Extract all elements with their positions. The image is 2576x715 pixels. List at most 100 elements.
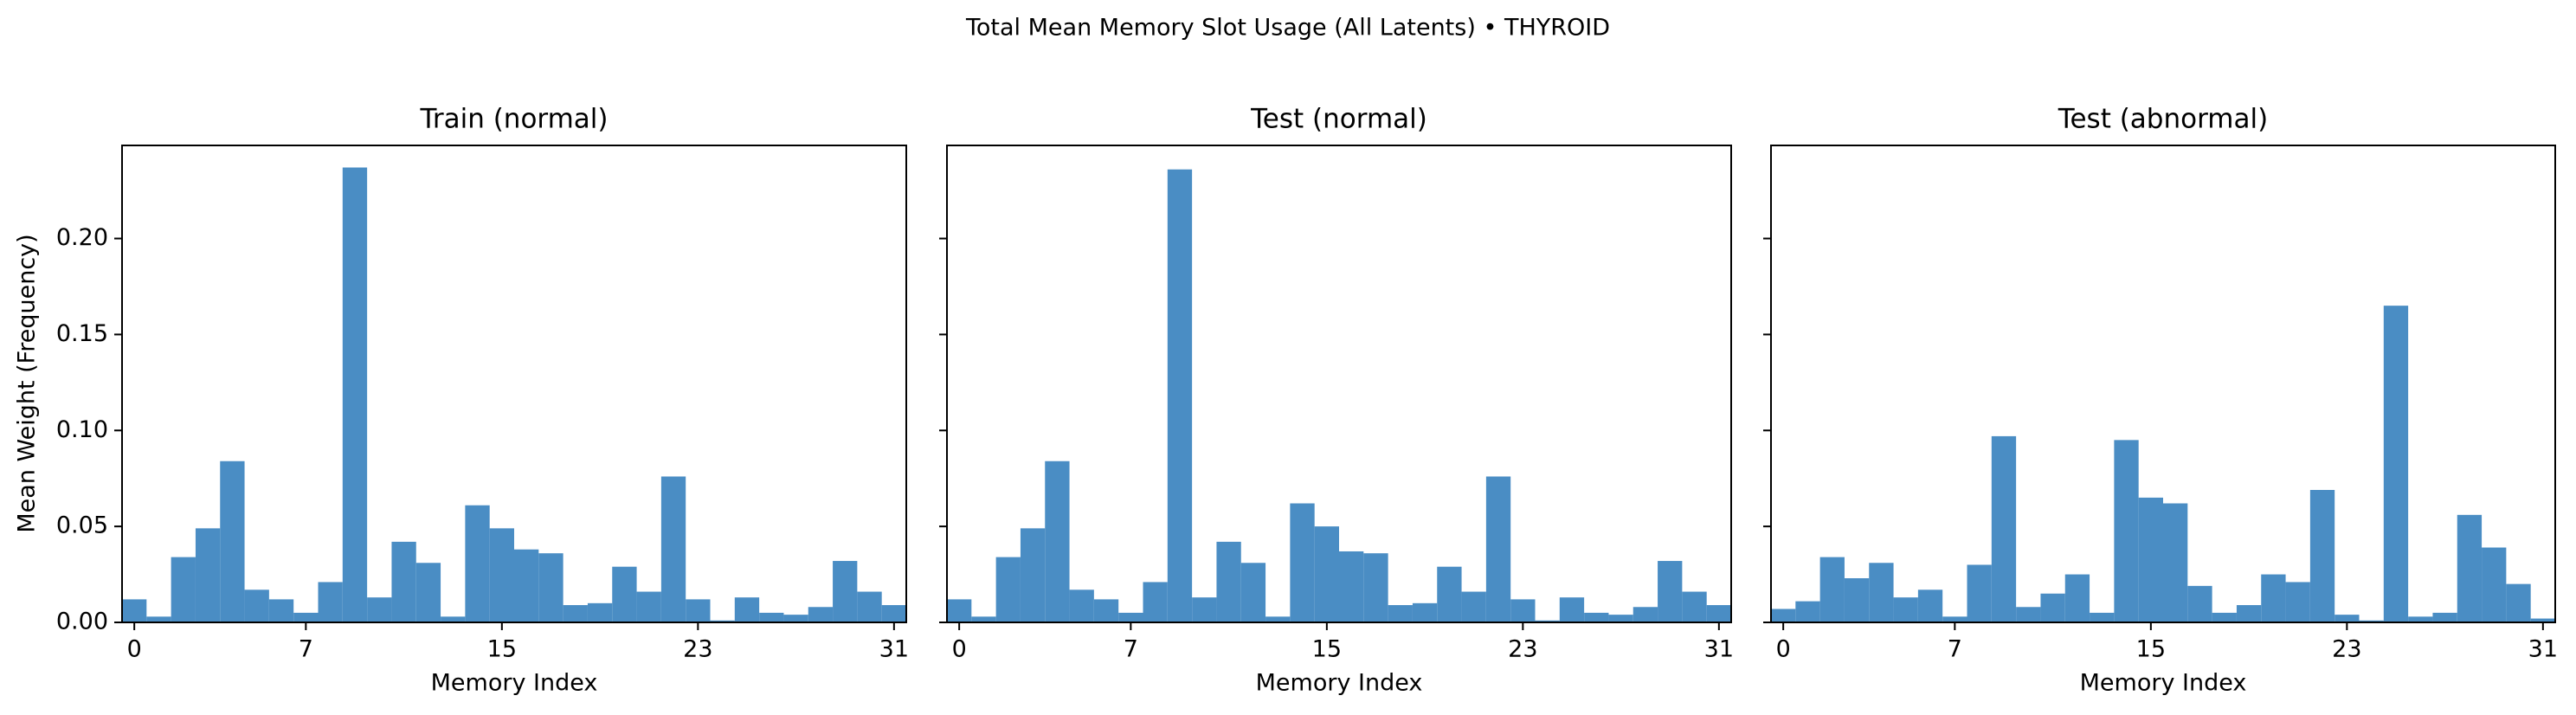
x-tick-label: 31 bbox=[2528, 636, 2558, 663]
bar bbox=[947, 599, 972, 622]
bar bbox=[686, 599, 711, 622]
bar bbox=[1967, 564, 1992, 622]
x-tick-label: 31 bbox=[1704, 636, 1734, 663]
bar bbox=[2359, 620, 2384, 622]
bar bbox=[2064, 574, 2090, 622]
bar bbox=[489, 528, 514, 622]
bar bbox=[2090, 612, 2115, 622]
bar bbox=[2163, 503, 2188, 622]
x-tick-label: 7 bbox=[299, 636, 313, 663]
bar bbox=[563, 605, 588, 622]
bar bbox=[1363, 553, 1388, 622]
bar bbox=[2285, 582, 2310, 622]
x-tick-label: 15 bbox=[2136, 636, 2166, 663]
bar bbox=[1020, 528, 1046, 622]
x-tick-label: 23 bbox=[2332, 636, 2361, 663]
bar bbox=[1893, 597, 1918, 622]
bar bbox=[1216, 541, 1241, 622]
chart-panel-train-normal: Train (normal) 0 7 15 23 31 0.00 0.05 0.10 0.15… bbox=[14, 104, 910, 697]
bar bbox=[1192, 597, 1217, 622]
bar bbox=[171, 557, 196, 622]
bar bbox=[1682, 591, 1707, 622]
bar bbox=[660, 476, 686, 622]
bar bbox=[995, 557, 1021, 622]
panel-title: Train (normal) bbox=[419, 104, 608, 135]
bar bbox=[2408, 616, 2433, 622]
y-tick-label: 0.00 bbox=[56, 609, 108, 635]
bar bbox=[783, 615, 808, 622]
bar bbox=[268, 599, 294, 622]
bar bbox=[1706, 605, 1731, 622]
bar bbox=[2212, 612, 2237, 622]
y-axis-ticks: 0.00 0.05 0.10 0.15 0.20 bbox=[56, 224, 122, 635]
bar bbox=[971, 616, 996, 622]
bar bbox=[1265, 616, 1291, 622]
bar bbox=[710, 620, 735, 622]
bar bbox=[636, 591, 661, 622]
bar bbox=[2383, 306, 2409, 622]
x-tick-label: 15 bbox=[487, 636, 517, 663]
bar bbox=[2261, 574, 2286, 622]
y-tick-label: 0.20 bbox=[56, 224, 108, 251]
bar bbox=[2138, 497, 2163, 622]
bar bbox=[734, 597, 760, 622]
bar bbox=[612, 566, 637, 622]
figure-suptitle: Total Mean Memory Slot Usage (All Latent… bbox=[965, 15, 1610, 42]
bar bbox=[1339, 551, 1364, 622]
bar bbox=[1633, 607, 1658, 622]
chart-panel-test-abnormal: Test (abnormal) 0 7 15 23 31 Memory Index bbox=[1763, 104, 2558, 697]
bar bbox=[1167, 169, 1193, 623]
bar bbox=[2457, 514, 2483, 622]
bar bbox=[441, 616, 466, 622]
x-axis-label: Memory Index bbox=[2080, 670, 2247, 697]
bar bbox=[1093, 599, 1119, 622]
bar bbox=[1608, 615, 1633, 622]
axes-frame bbox=[1770, 145, 2556, 623]
bar bbox=[587, 602, 613, 622]
bar bbox=[2016, 607, 2041, 622]
y-axis-label: Mean Weight (Frequency) bbox=[14, 234, 41, 532]
bar bbox=[367, 597, 392, 622]
bar bbox=[1388, 605, 1413, 622]
bar bbox=[415, 563, 441, 622]
bar bbox=[1461, 591, 1486, 622]
bar-group bbox=[122, 167, 906, 622]
bar bbox=[122, 599, 147, 622]
bar bbox=[2530, 618, 2555, 622]
bar bbox=[1240, 563, 1266, 622]
bar bbox=[2334, 615, 2360, 622]
bar bbox=[1559, 597, 1585, 622]
bar bbox=[2309, 490, 2335, 622]
bar bbox=[514, 549, 539, 622]
bar bbox=[220, 461, 245, 622]
x-tick-label: 0 bbox=[1776, 636, 1791, 663]
y-tick-label: 0.10 bbox=[56, 416, 108, 443]
bar bbox=[1485, 476, 1511, 622]
bar bbox=[1069, 589, 1094, 622]
bar bbox=[1510, 599, 1536, 622]
bar bbox=[2187, 585, 2212, 622]
bar bbox=[538, 553, 564, 622]
bar bbox=[2040, 593, 2065, 622]
x-axis-ticks: 0 7 15 23 31 bbox=[127, 622, 909, 663]
x-tick-label: 15 bbox=[1312, 636, 1342, 663]
x-tick-label: 23 bbox=[683, 636, 712, 663]
x-axis-ticks: 0 7 15 23 31 bbox=[952, 622, 1734, 663]
chart-panel-test-normal: Test (normal) 0 7 15 23 31 Memory Index bbox=[939, 104, 1734, 697]
bar-group bbox=[947, 169, 1731, 623]
bar bbox=[1045, 461, 1070, 622]
bar bbox=[857, 591, 882, 622]
bar bbox=[195, 528, 221, 622]
y-axis-ticks bbox=[939, 237, 947, 623]
x-axis-ticks: 0 7 15 23 31 bbox=[1776, 622, 2558, 663]
bar bbox=[1819, 557, 1845, 622]
bar bbox=[1535, 620, 1560, 622]
bar bbox=[2506, 583, 2531, 622]
bar bbox=[2114, 440, 2139, 622]
bar bbox=[808, 607, 834, 622]
bar bbox=[318, 582, 343, 622]
bar bbox=[293, 612, 319, 622]
bar bbox=[1658, 561, 1683, 622]
panel-title: Test (normal) bbox=[1250, 104, 1427, 135]
y-axis-ticks bbox=[1763, 237, 1771, 623]
